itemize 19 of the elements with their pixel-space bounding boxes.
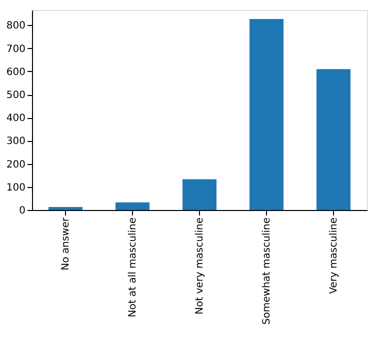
bar [48, 207, 82, 210]
y-tick-label: 500 [6, 90, 26, 102]
x-tick-label: Very masculine [328, 218, 340, 294]
y-tick-label: 200 [6, 159, 26, 170]
y-tick-label: 800 [6, 20, 26, 32]
y-tick-label: 400 [6, 113, 26, 124]
x-tick-label: Not very masculine [194, 218, 206, 314]
bar [250, 19, 284, 210]
bar [316, 69, 350, 210]
x-tick-label: Somewhat masculine [262, 218, 272, 325]
y-tick-label: 300 [6, 136, 26, 148]
y-tick-label: 600 [6, 66, 26, 78]
y-tick-label: 700 [6, 44, 26, 55]
y-tick-label: 0 [19, 206, 26, 216]
x-tick-label: Not at all masculine [128, 218, 138, 318]
y-tick-label: 100 [6, 182, 26, 194]
bar [182, 179, 216, 210]
x-tick-label: No answer [60, 216, 72, 270]
bar [116, 202, 150, 210]
